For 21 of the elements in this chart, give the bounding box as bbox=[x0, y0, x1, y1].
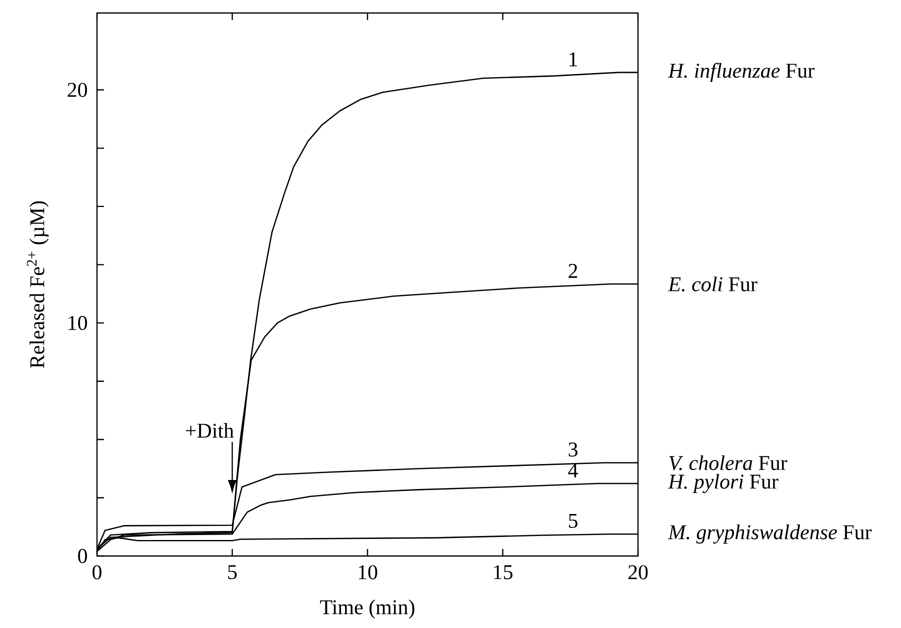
series-label: E. coli Fur bbox=[668, 276, 758, 292]
series-label: M. gryphiswaldense Fur bbox=[668, 524, 872, 544]
x-tick-label: 10 bbox=[358, 565, 378, 580]
x-tick-label: 20 bbox=[628, 565, 648, 580]
x-tick-label: 15 bbox=[494, 565, 512, 580]
series-label: H. influenzae Fur bbox=[668, 62, 814, 82]
annotation: 2 bbox=[568, 264, 578, 278]
annotation: 5 bbox=[568, 514, 578, 528]
annotation: 1 bbox=[570, 52, 577, 66]
x-tick-label: 5 bbox=[228, 565, 237, 580]
annotation: 4 bbox=[568, 463, 578, 478]
annotation: 3 bbox=[568, 442, 578, 457]
x-tick-label: 0 bbox=[92, 565, 102, 580]
y-tick-label: 0 bbox=[78, 548, 88, 564]
series-label: H. pylori Fur bbox=[668, 474, 778, 494]
y-tick-label: 10 bbox=[68, 316, 88, 330]
series-label: V. cholera Fur bbox=[669, 455, 788, 470]
ref-line-label: +Dith bbox=[186, 423, 234, 438]
y-tick-label: 20 bbox=[68, 82, 88, 97]
x-axis-title: Time (min) bbox=[320, 600, 414, 619]
y-axis-title: Released Fe$^{2+}$ (µM) bbox=[26, 201, 49, 368]
